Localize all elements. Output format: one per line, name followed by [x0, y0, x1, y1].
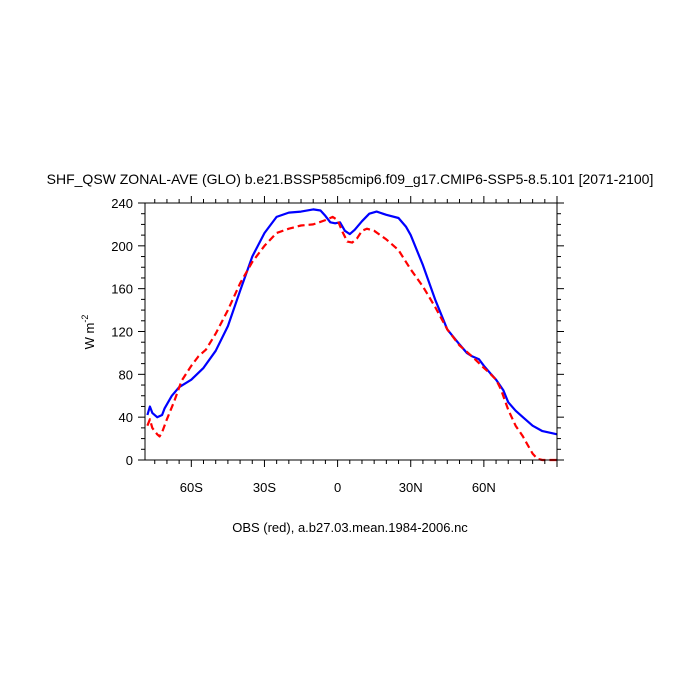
plot-area: 0 40 80 120 160 200 240 60S 30S 0 30N 60N	[111, 196, 564, 495]
chart-caption: OBS (red), a.b27.03.mean.1984-2006.nc	[232, 520, 468, 535]
y-tick-label: 0	[126, 453, 133, 468]
y-tick-label: 200	[111, 239, 133, 254]
x-tick-label: 60N	[472, 480, 496, 495]
y-axis-label-exponent: -2	[80, 315, 90, 323]
y-axis-label-text: W m	[82, 323, 97, 350]
y-tick-label: 120	[111, 325, 133, 340]
series-line-2	[146, 215, 557, 462]
x-tick-label: 30N	[399, 480, 423, 495]
y-tick-label: 80	[119, 367, 133, 382]
x-tick-label: 30S	[253, 480, 276, 495]
svg-text:W m-2: W m-2	[80, 315, 97, 350]
chart-title: SHF_QSW ZONAL-AVE (GLO) b.e21.BSSP585cmi…	[47, 171, 654, 187]
y-tick-label: 240	[111, 196, 133, 211]
y-tick-label: 40	[119, 410, 133, 425]
x-tick-label: 0	[334, 480, 341, 495]
y-axis-label: W m-2	[80, 315, 97, 350]
y-tick-label: 160	[111, 282, 133, 297]
x-tick-label: 60S	[180, 480, 203, 495]
